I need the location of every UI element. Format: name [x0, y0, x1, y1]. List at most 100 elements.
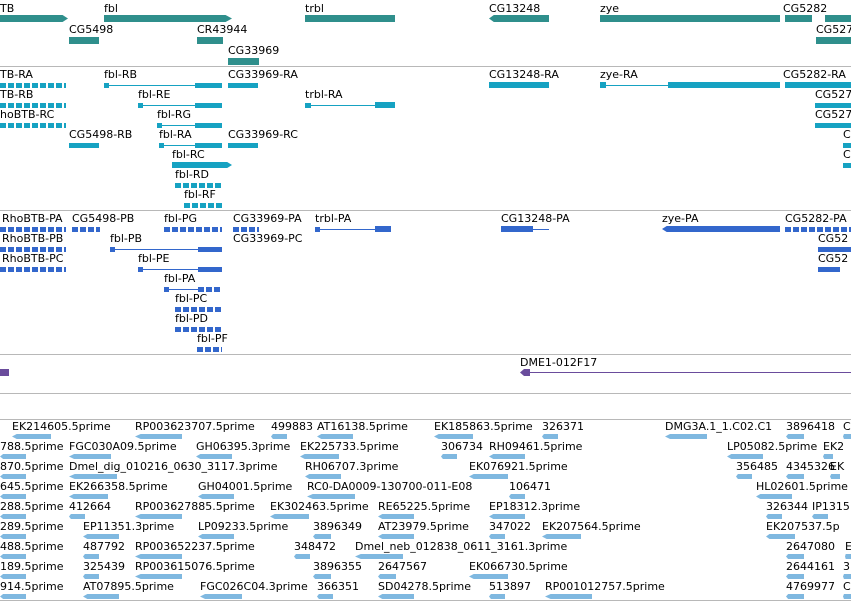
gene-label[interactable]: CG13248 [489, 2, 541, 15]
transcript-glyph[interactable] [815, 123, 851, 128]
transcript-label[interactable]: CG527 [815, 88, 851, 101]
protein-glyph[interactable] [233, 227, 259, 232]
protein-label[interactable]: fbl-PE [138, 252, 170, 265]
protein-label[interactable]: CG33969-PC [233, 232, 303, 245]
gene-label[interactable]: CG5498 [69, 23, 114, 36]
gene-label[interactable]: fbl [104, 2, 118, 15]
est-label[interactable]: EP18312.3prime [489, 500, 581, 513]
est-glyph[interactable] [378, 534, 414, 539]
gene-label[interactable]: CG527 [816, 23, 851, 36]
est-glyph[interactable] [727, 454, 763, 459]
est-glyph[interactable] [786, 594, 804, 599]
protein-exon[interactable] [375, 226, 391, 232]
est-glyph[interactable] [845, 554, 851, 559]
est-label[interactable]: EK214605.5prime [12, 420, 111, 433]
est-label[interactable]: 2647080 [786, 540, 835, 553]
est-glyph[interactable] [786, 554, 804, 559]
est-glyph[interactable] [441, 454, 457, 459]
est-label[interactable]: 3896418 [786, 420, 835, 433]
est-label[interactable]: 347022 [489, 520, 531, 533]
transcript-label[interactable]: C [843, 148, 851, 161]
est-label[interactable]: RP003615076.5prime [135, 560, 255, 573]
est-glyph[interactable] [69, 474, 117, 479]
transcript-label[interactable]: fbl-RC [172, 148, 205, 161]
gene-glyph[interactable] [69, 37, 99, 44]
transcript-label[interactable]: fbl-RG [157, 108, 192, 121]
est-glyph[interactable] [469, 574, 508, 579]
transcript-glyph[interactable] [228, 143, 258, 148]
est-glyph[interactable] [843, 574, 851, 579]
est-glyph[interactable] [489, 514, 525, 519]
est-glyph[interactable] [355, 554, 403, 559]
transcript-label[interactable]: CG527 [815, 108, 851, 121]
est-label[interactable]: Dmel_dig_010216_0630_3117.3prime [69, 460, 278, 473]
transcript-label[interactable]: CG13248-RA [489, 68, 559, 81]
gene-label[interactable]: CG5282 [783, 2, 828, 15]
est-label[interactable]: 788.5prime [0, 440, 64, 453]
est-label[interactable]: EK207537.5p [766, 520, 840, 533]
est-glyph[interactable] [756, 494, 792, 499]
est-label[interactable]: C [843, 420, 851, 433]
est-glyph[interactable] [378, 594, 414, 599]
transcript-label[interactable]: TB-RA [0, 68, 33, 81]
est-glyph[interactable] [489, 454, 525, 459]
transcript-label[interactable]: fbl-RB [104, 68, 138, 81]
est-label[interactable]: 3896349 [313, 520, 362, 533]
transcript-glyph[interactable] [0, 103, 66, 108]
est-label[interactable]: FGC030A09.5prime [69, 440, 177, 453]
gene-label[interactable]: CG33969 [228, 44, 280, 57]
est-glyph[interactable] [83, 594, 119, 599]
est-glyph[interactable] [313, 574, 331, 579]
est-label[interactable]: EK076921.5prime [469, 460, 568, 473]
est-glyph[interactable] [83, 574, 99, 579]
transcript-label[interactable]: CG33969-RA [228, 68, 298, 81]
transcript-glyph[interactable] [489, 82, 549, 88]
protein-label[interactable]: CG5498-PB [72, 212, 135, 225]
transcript-label[interactable]: fbl-RE [138, 88, 171, 101]
est-label[interactable]: GH04001.5prime [198, 480, 293, 493]
est-label[interactable]: GH06395.3prime [196, 440, 291, 453]
protein-exon[interactable] [198, 267, 222, 272]
est-glyph[interactable] [135, 574, 182, 579]
protein-label[interactable]: RhoBTB-PA [2, 212, 63, 225]
est-glyph[interactable] [0, 534, 26, 539]
protein-label[interactable]: CG52 [818, 232, 849, 245]
transcript-exon[interactable] [195, 103, 222, 108]
est-label[interactable]: 189.5prime [0, 560, 64, 573]
gene-label[interactable]: zye [600, 2, 620, 15]
est-glyph[interactable] [0, 454, 26, 459]
gene-glyph[interactable] [785, 15, 812, 22]
est-glyph[interactable] [812, 514, 828, 519]
est-glyph[interactable] [83, 554, 99, 559]
est-glyph[interactable] [198, 534, 234, 539]
est-label[interactable]: 326344 [766, 500, 808, 513]
transcript-glyph[interactable] [843, 143, 851, 148]
est-glyph[interactable] [378, 574, 396, 579]
gene-label[interactable]: CR43944 [197, 23, 248, 36]
est-label[interactable]: 3 [843, 560, 850, 573]
protein-label[interactable]: CG52 [818, 252, 849, 265]
est-glyph[interactable] [545, 594, 592, 599]
transcript-exon[interactable] [157, 123, 162, 128]
est-label[interactable]: 3896355 [313, 560, 362, 573]
est-glyph[interactable] [305, 474, 341, 479]
est-glyph[interactable] [69, 514, 85, 519]
gene-glyph[interactable] [825, 15, 851, 22]
transcript-exon[interactable] [305, 103, 311, 108]
protein-glyph[interactable] [0, 227, 66, 232]
est-glyph[interactable] [12, 434, 51, 439]
est-glyph[interactable] [294, 554, 310, 559]
protein-label[interactable]: CG5282-PA [785, 212, 847, 225]
est-label[interactable]: 288.5prime [0, 500, 64, 513]
est-label[interactable]: HL02601.5prime [756, 480, 848, 493]
est-label[interactable]: SD04278.5prime [378, 580, 471, 593]
est-label[interactable]: 325439 [83, 560, 125, 573]
transcript-exon[interactable] [195, 143, 222, 148]
est-glyph[interactable] [378, 514, 414, 519]
est-glyph[interactable] [489, 534, 505, 539]
protein-glyph[interactable] [164, 227, 222, 232]
est-label[interactable]: AT07895.5prime [83, 580, 174, 593]
transcript-glyph[interactable] [0, 123, 66, 128]
est-label[interactable]: EK185863.5prime [434, 420, 533, 433]
transcript-glyph[interactable] [0, 83, 66, 88]
